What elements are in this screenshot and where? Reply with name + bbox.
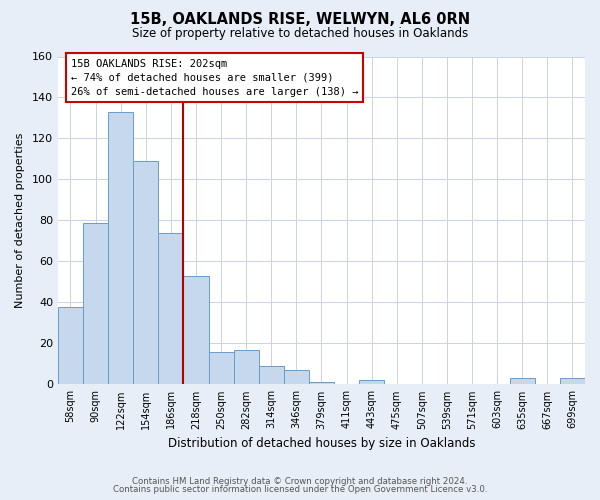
Text: 15B OAKLANDS RISE: 202sqm
← 74% of detached houses are smaller (399)
26% of semi: 15B OAKLANDS RISE: 202sqm ← 74% of detac… [71,58,358,96]
Text: 15B, OAKLANDS RISE, WELWYN, AL6 0RN: 15B, OAKLANDS RISE, WELWYN, AL6 0RN [130,12,470,28]
Bar [284,370,309,384]
Bar [108,112,133,384]
Text: Contains HM Land Registry data © Crown copyright and database right 2024.: Contains HM Land Registry data © Crown c… [132,477,468,486]
Bar [510,378,535,384]
Bar [359,380,384,384]
Bar [158,233,184,384]
Bar [209,352,233,384]
Text: Size of property relative to detached houses in Oaklands: Size of property relative to detached ho… [132,28,468,40]
Text: Contains public sector information licensed under the Open Government Licence v3: Contains public sector information licen… [113,485,487,494]
Bar [58,306,83,384]
Bar [133,161,158,384]
X-axis label: Distribution of detached houses by size in Oaklands: Distribution of detached houses by size … [168,437,475,450]
Y-axis label: Number of detached properties: Number of detached properties [15,133,25,308]
Bar [184,276,209,384]
Bar [560,378,585,384]
Bar [83,222,108,384]
Bar [233,350,259,384]
Bar [309,382,334,384]
Bar [259,366,284,384]
